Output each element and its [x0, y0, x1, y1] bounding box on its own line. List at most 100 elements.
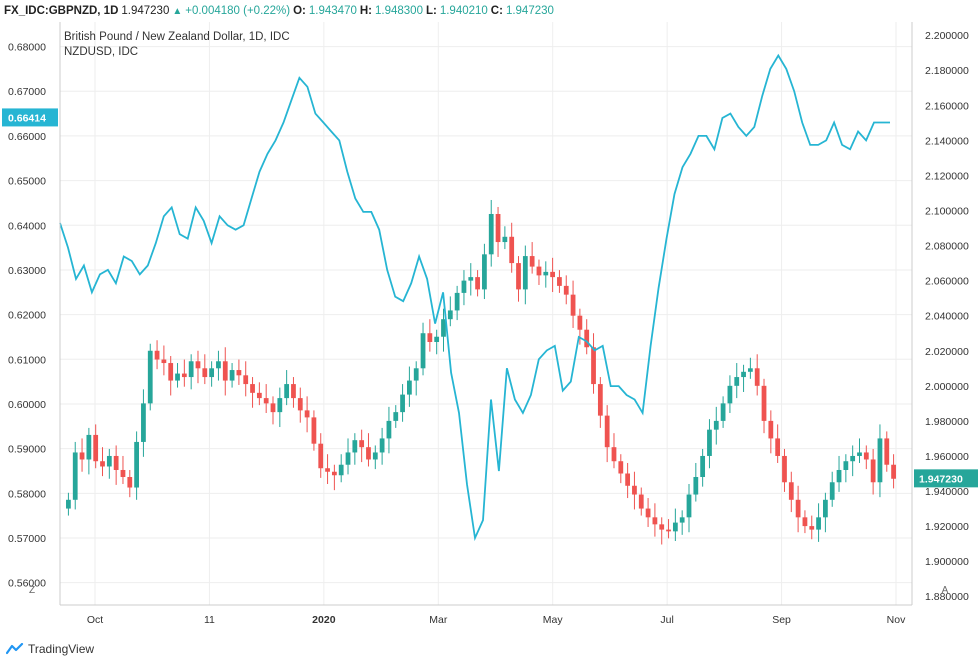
- candle-body: [686, 494, 692, 518]
- candle-body: [727, 385, 733, 404]
- candle-body: [870, 459, 876, 483]
- left-axis-tick-label: 0.66000: [8, 131, 46, 143]
- candle-body: [297, 398, 303, 411]
- candle-body: [761, 385, 767, 421]
- candle-body: [106, 455, 112, 467]
- grid: [60, 22, 912, 605]
- candle-body: [379, 438, 385, 453]
- left-axis-tick-label: 0.63000: [8, 265, 46, 277]
- candle-body: [236, 370, 242, 376]
- candle-body: [175, 373, 180, 381]
- right-axis-tick-label: 2.060000: [925, 276, 969, 288]
- legend-compare-series[interactable]: NZDUSD, IDC: [64, 46, 139, 58]
- candle-body: [325, 468, 330, 472]
- tradingview-brand: TradingView: [28, 642, 95, 656]
- candle-body: [331, 471, 337, 476]
- open-label: O:: [293, 5, 306, 17]
- candle-body: [823, 499, 828, 518]
- up-arrow-icon: ▲: [172, 5, 183, 17]
- right-axis-tick-label: 2.120000: [925, 170, 969, 182]
- right-axis-tick-label: 1.900000: [925, 556, 969, 568]
- candle-body: [843, 461, 849, 470]
- candle-body: [754, 368, 760, 386]
- tick-labels: 0.68000 0.67000 0.66000 0.65000 0.64000 0.630…: [8, 30, 969, 626]
- candle-body: [802, 517, 808, 527]
- candle-body: [891, 464, 896, 479]
- candle-body: [66, 499, 71, 509]
- left-axis-tick-label: 0.67000: [8, 86, 46, 98]
- candle-body: [836, 469, 842, 483]
- candle-body: [857, 452, 862, 456]
- candle-body: [229, 370, 235, 381]
- candle-body: [243, 375, 249, 385]
- gbpnzd-candles: [66, 199, 896, 545]
- candle-body: [884, 438, 890, 465]
- candle-body: [495, 213, 501, 243]
- symbol-header: FX_IDC:GBPNZD, 1D 1.947230 ▲ +0.004180 (…: [4, 2, 554, 20]
- candle-body: [441, 319, 446, 337]
- candle-body: [338, 464, 344, 476]
- right-axis-tick-label: 2.200000: [925, 30, 969, 42]
- high-label: H:: [359, 5, 372, 17]
- auto-scale-button[interactable]: A: [941, 584, 949, 596]
- candle-body: [850, 455, 856, 462]
- candle-body: [318, 443, 324, 469]
- x-axis-tick-label: Jul: [660, 614, 673, 626]
- low-label: L:: [425, 5, 437, 17]
- x-axis-tick-label: 2020: [312, 614, 336, 626]
- candle-body: [550, 271, 555, 278]
- candle-body: [475, 277, 480, 290]
- candle-body: [707, 429, 712, 456]
- candle-body: [604, 415, 610, 448]
- left-axis-tick-label: 0.56000: [8, 578, 46, 590]
- zoom-reset-button[interactable]: Z: [28, 584, 36, 596]
- candle-body: [584, 329, 590, 348]
- candle-body: [502, 236, 508, 243]
- candle-body: [693, 477, 699, 495]
- candle-body: [720, 403, 726, 421]
- left-price-badge: [2, 108, 58, 127]
- candle-body: [679, 517, 685, 523]
- right-price-badge-label: 1.947230: [919, 473, 963, 485]
- right-axis-tick-label: 2.000000: [925, 381, 969, 393]
- candle-body: [543, 271, 549, 276]
- tradingview-icon: [6, 643, 24, 655]
- tradingview-logo[interactable]: TradingView: [6, 642, 94, 656]
- candle-body: [659, 524, 665, 530]
- candle-body: [795, 499, 801, 518]
- right-axis-tick-label: 2.020000: [925, 346, 969, 358]
- candle-body: [400, 394, 405, 413]
- candle-body: [168, 363, 174, 381]
- left-axis-tick-label: 0.68000: [8, 42, 46, 54]
- candle-body: [666, 529, 671, 532]
- left-price-badge-label: 0.66414: [8, 112, 46, 124]
- candle-body: [788, 482, 794, 500]
- right-axis-tick-label: 1.920000: [925, 521, 969, 533]
- candle-body: [454, 292, 460, 311]
- candle-body: [434, 336, 440, 342]
- candle-body: [304, 410, 310, 418]
- nzdusd-line: [59, 53, 890, 542]
- left-axis-tick-label: 0.65000: [8, 176, 46, 188]
- candle-body: [120, 469, 126, 478]
- candle-body: [100, 461, 105, 467]
- right-axis-tick-label: 1.960000: [925, 451, 969, 463]
- x-axis-tick-label: May: [543, 614, 564, 626]
- candle-body: [877, 438, 883, 483]
- candle-body: [72, 452, 78, 500]
- candle-body: [625, 473, 631, 486]
- right-axis-tick-label: 2.180000: [925, 65, 969, 77]
- candle-body: [488, 213, 494, 255]
- candle-body: [352, 440, 358, 453]
- candle-body: [188, 361, 194, 378]
- candle-body: [127, 477, 133, 488]
- right-axis-tick-label: 1.880000: [925, 591, 969, 603]
- x-axis-tick-label: Nov: [887, 614, 906, 626]
- left-axis-tick-label: 0.61000: [8, 354, 46, 366]
- symbol-label[interactable]: FX_IDC:GBPNZD, 1D: [4, 5, 119, 17]
- legend-main-series[interactable]: British Pound / New Zealand Dollar, 1D, …: [64, 31, 290, 43]
- last-price: 1.947230: [121, 5, 170, 17]
- right-axis-tick-label: 2.080000: [925, 241, 969, 253]
- candle-body: [413, 368, 419, 381]
